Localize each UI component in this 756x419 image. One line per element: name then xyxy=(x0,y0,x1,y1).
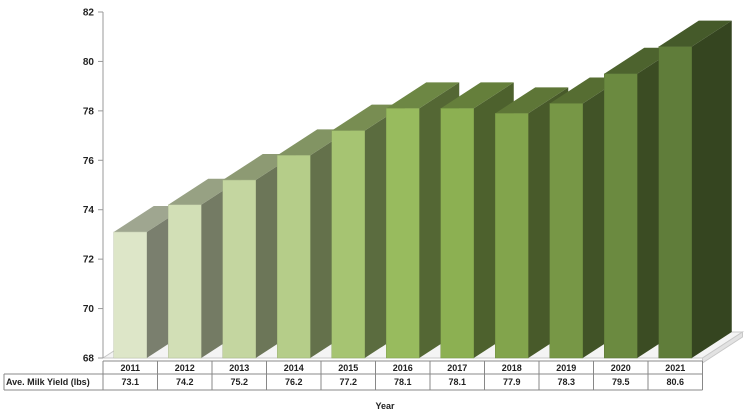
bar-front-face xyxy=(113,231,147,359)
data-value-label: 79.5 xyxy=(612,377,630,387)
bar-front-face xyxy=(277,155,311,359)
data-value-label: 76.2 xyxy=(285,377,303,387)
y-tick-label: 68 xyxy=(83,354,95,365)
bar-top-face xyxy=(386,82,460,109)
bar xyxy=(658,20,732,359)
category-label: 2015 xyxy=(338,363,358,373)
bar-front-face xyxy=(495,113,529,359)
bar-top-face xyxy=(495,87,569,114)
y-tick-label: 80 xyxy=(83,57,95,68)
data-value-label: 80.6 xyxy=(666,377,684,387)
y-axis: 68 70 72 74 76 78 80 82 xyxy=(83,8,104,365)
data-value-label: 77.9 xyxy=(503,377,521,387)
y-tick-label: 74 xyxy=(83,205,95,216)
bar-front-face xyxy=(168,204,202,359)
data-value-label: 78.1 xyxy=(394,377,412,387)
bar-front-face xyxy=(604,73,638,359)
bar-front-face xyxy=(658,46,692,359)
bar-front-face xyxy=(222,179,256,359)
data-value-label: 78.1 xyxy=(448,377,466,387)
y-tick-label: 78 xyxy=(83,106,95,117)
data-value-label: 74.2 xyxy=(176,377,194,387)
y-tick-label: 76 xyxy=(83,156,95,167)
data-value-label: 73.1 xyxy=(121,377,139,387)
data-value-label: 78.3 xyxy=(557,377,575,387)
category-label: 2017 xyxy=(447,363,467,373)
bar-side-face xyxy=(691,20,732,358)
bar-top-face xyxy=(440,82,514,109)
y-tick-label: 72 xyxy=(83,255,95,266)
category-label: 2021 xyxy=(665,363,685,373)
bar-front-face xyxy=(440,108,474,359)
bar-group xyxy=(113,20,732,359)
category-label: 2020 xyxy=(611,363,631,373)
data-value-label: 77.2 xyxy=(339,377,357,387)
category-label: 2014 xyxy=(284,363,304,373)
category-label: 2011 xyxy=(120,363,140,373)
y-tick-label: 70 xyxy=(83,304,95,315)
data-table: Ave. Milk Yield (lbs) 2011 73.1 2012 74.2 20… xyxy=(3,360,703,391)
data-value-label: 75.2 xyxy=(230,377,248,387)
category-label: 2012 xyxy=(175,363,195,373)
x-axis-label: Year xyxy=(375,401,395,411)
bar-front-face xyxy=(549,103,583,359)
bar-top-face xyxy=(658,20,732,47)
bar-front-face xyxy=(386,108,420,359)
y-tick-label: 82 xyxy=(83,8,95,19)
category-label: 2016 xyxy=(393,363,413,373)
category-label: 2019 xyxy=(556,363,576,373)
category-label: 2018 xyxy=(502,363,522,373)
data-table-series-label: Ave. Milk Yield (lbs) xyxy=(6,377,90,387)
category-label: 2013 xyxy=(229,363,249,373)
bar-front-face xyxy=(331,130,365,359)
